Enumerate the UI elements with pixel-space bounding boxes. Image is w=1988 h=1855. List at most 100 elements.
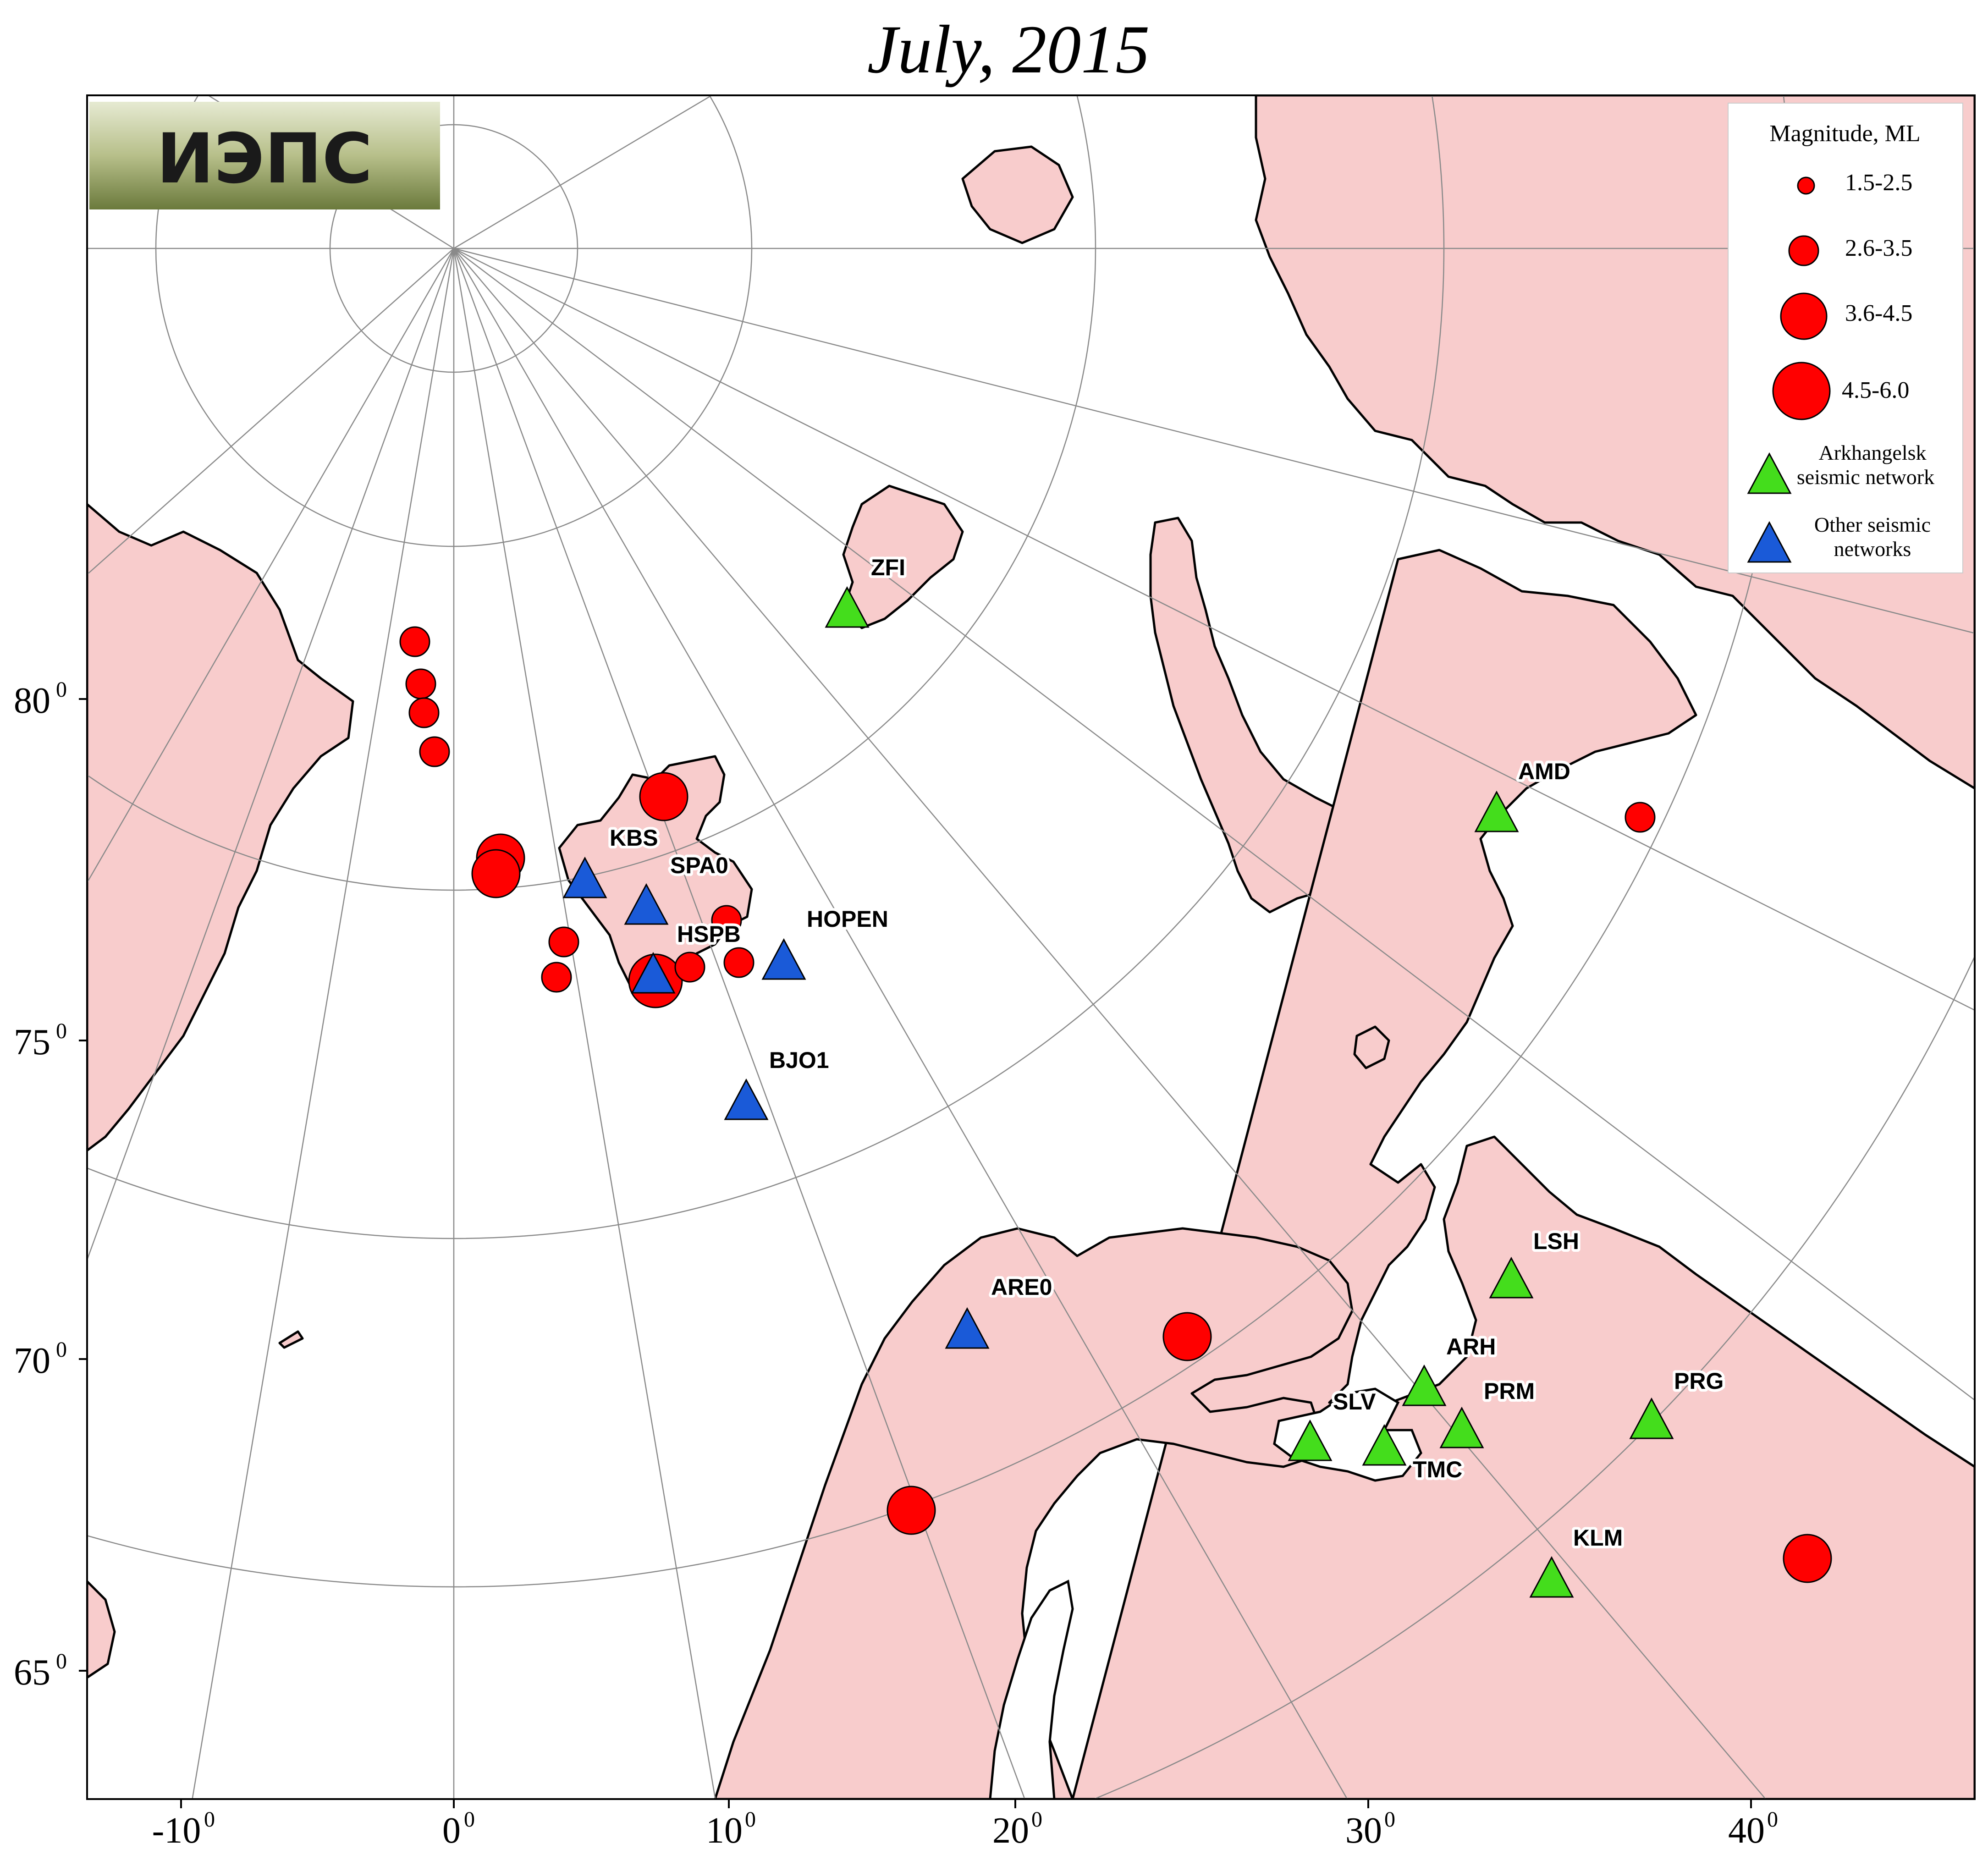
- triangle-icon: [761, 938, 806, 980]
- meridian-50: [453, 248, 1975, 1401]
- lat-tick-label: 65: [14, 1652, 50, 1693]
- station-prm[interactable]: PRM: [1439, 1376, 1537, 1448]
- lon-tick-label: 20: [992, 1811, 1029, 1851]
- station-kbs[interactable]: KBS: [562, 822, 661, 898]
- franz-josef-land: [842, 484, 964, 629]
- legend-class-2: 2.6-3.5: [1845, 235, 1912, 261]
- lat-tick: 80 0: [14, 677, 87, 721]
- earthquake-marker: [639, 772, 688, 821]
- station-zfi[interactable]: ZFI: [825, 552, 908, 628]
- station-label: SPA0: [670, 853, 728, 878]
- station-are0[interactable]: ARE0: [945, 1272, 1055, 1349]
- earthquake-marker: [1783, 1534, 1832, 1583]
- lat-tick-sup: 0: [56, 1649, 67, 1673]
- map-frame: [86, 94, 1976, 1800]
- severnaya-zemlya: [961, 145, 1074, 244]
- lon-tick-sup: 0: [1384, 1807, 1395, 1832]
- lon-tick-label: 0: [442, 1811, 461, 1851]
- lat-tick-sup: 0: [56, 677, 67, 702]
- meridian-30: [453, 248, 1348, 1799]
- lon-tick: -10 0: [152, 1799, 215, 1851]
- station-label: AMD: [1518, 759, 1570, 784]
- legend-class-3: 3.6-4.5: [1845, 300, 1912, 326]
- triangle-icon: [1629, 1397, 1674, 1439]
- triangle-icon: [631, 952, 676, 994]
- legend-symbol-medium: [1788, 235, 1819, 266]
- station-arh[interactable]: ARH: [1402, 1331, 1498, 1406]
- kolguev: [1353, 1025, 1390, 1069]
- lon-tick-label: 30: [1345, 1811, 1382, 1851]
- triangle-icon: [1288, 1419, 1333, 1461]
- triangle-icon: [825, 586, 870, 628]
- station-tmc[interactable]: TMC: [1362, 1424, 1465, 1485]
- triangle-icon: [1439, 1406, 1484, 1448]
- russia-mainland: [1071, 549, 1975, 1799]
- logo-background: [89, 102, 440, 209]
- meridian-10: [453, 248, 716, 1799]
- station-label: KBS: [610, 825, 658, 851]
- station-hopen[interactable]: HOPEN: [761, 903, 891, 980]
- station-klm[interactable]: KLM: [1529, 1522, 1625, 1598]
- earthquake-marker: [541, 962, 572, 993]
- legend-class-4: 4.5-6.0: [1842, 377, 1909, 403]
- lon-tick-sup: 0: [204, 1807, 215, 1832]
- legend-symbol-xlarge: [1772, 362, 1831, 420]
- meridian-120: [453, 95, 713, 249]
- lon-tick-label: 10: [706, 1811, 743, 1851]
- lon-tick: 20 0: [992, 1799, 1042, 1851]
- map-title: July, 2015: [867, 11, 1150, 88]
- earthquake-marker: [887, 1486, 936, 1535]
- greenland: [87, 503, 354, 1152]
- lat-tick: 70 0: [14, 1338, 87, 1381]
- station-bjo1[interactable]: BJO1: [724, 1045, 832, 1120]
- lat-tick-label: 75: [14, 1022, 50, 1062]
- triangle-icon: [945, 1307, 990, 1349]
- station-lsh[interactable]: LSH: [1489, 1226, 1582, 1299]
- station-spa0[interactable]: SPA0: [624, 850, 731, 925]
- legend-other-label-2: networks: [1834, 537, 1911, 561]
- earthquake-marker: [419, 736, 450, 767]
- lon-tick: 10 0: [706, 1799, 756, 1851]
- earthquake-marker: [399, 626, 430, 657]
- meridian-m40: [87, 248, 454, 575]
- earthquake-marker: [723, 947, 754, 978]
- triangle-icon: [724, 1078, 769, 1120]
- meridian-m10: [87, 248, 455, 1262]
- triangle-icon: [1362, 1424, 1407, 1466]
- station-label: PRM: [1484, 1378, 1535, 1404]
- triangle-icon: [1529, 1556, 1574, 1598]
- station-label: ARE0: [991, 1274, 1052, 1300]
- iceland-corner: [87, 1580, 116, 1679]
- station-label: BJO1: [769, 1047, 829, 1073]
- legend-class-1: 1.5-2.5: [1845, 170, 1912, 196]
- logo-text: ИЭПС: [156, 119, 372, 199]
- station-amd[interactable]: AMD: [1474, 756, 1573, 832]
- station-slv[interactable]: SLV: [1288, 1386, 1379, 1461]
- station-label: SLV: [1333, 1389, 1376, 1415]
- lat-tick-sup: 0: [56, 1019, 67, 1043]
- legend-arkh-label-2: seismic network: [1797, 465, 1934, 489]
- earthquake-marker: [1162, 1312, 1212, 1361]
- scandinavia: [714, 1227, 1354, 1799]
- station-prg[interactable]: PRG: [1629, 1365, 1726, 1439]
- triangle-icon: [624, 883, 669, 925]
- lon-tick: 30 0: [1345, 1799, 1395, 1851]
- lon-tick-sup: 0: [1767, 1807, 1778, 1832]
- triangle-icon: [1402, 1364, 1447, 1406]
- earthquake-marker: [408, 697, 440, 728]
- earthquake-marker: [711, 905, 742, 936]
- legend-arkh-label-1: Arkhangelsk: [1818, 441, 1926, 464]
- lon-tick-label: -10: [152, 1811, 201, 1851]
- lat-tick: 65 0: [14, 1649, 87, 1693]
- earthquake-marker: [405, 668, 436, 699]
- meridian-m25: [87, 248, 455, 884]
- station-hspb[interactable]: HSPB: [631, 919, 743, 994]
- lon-tick: 0 0: [442, 1799, 475, 1851]
- earthquake-marker: [674, 952, 705, 983]
- legend-other-label-1: Other seismic: [1814, 513, 1931, 536]
- meridian-40: [453, 248, 1767, 1799]
- lon-tick: 40 0: [1728, 1799, 1778, 1851]
- station-label: HOPEN: [807, 906, 888, 932]
- earthquake-marker: [1625, 802, 1656, 833]
